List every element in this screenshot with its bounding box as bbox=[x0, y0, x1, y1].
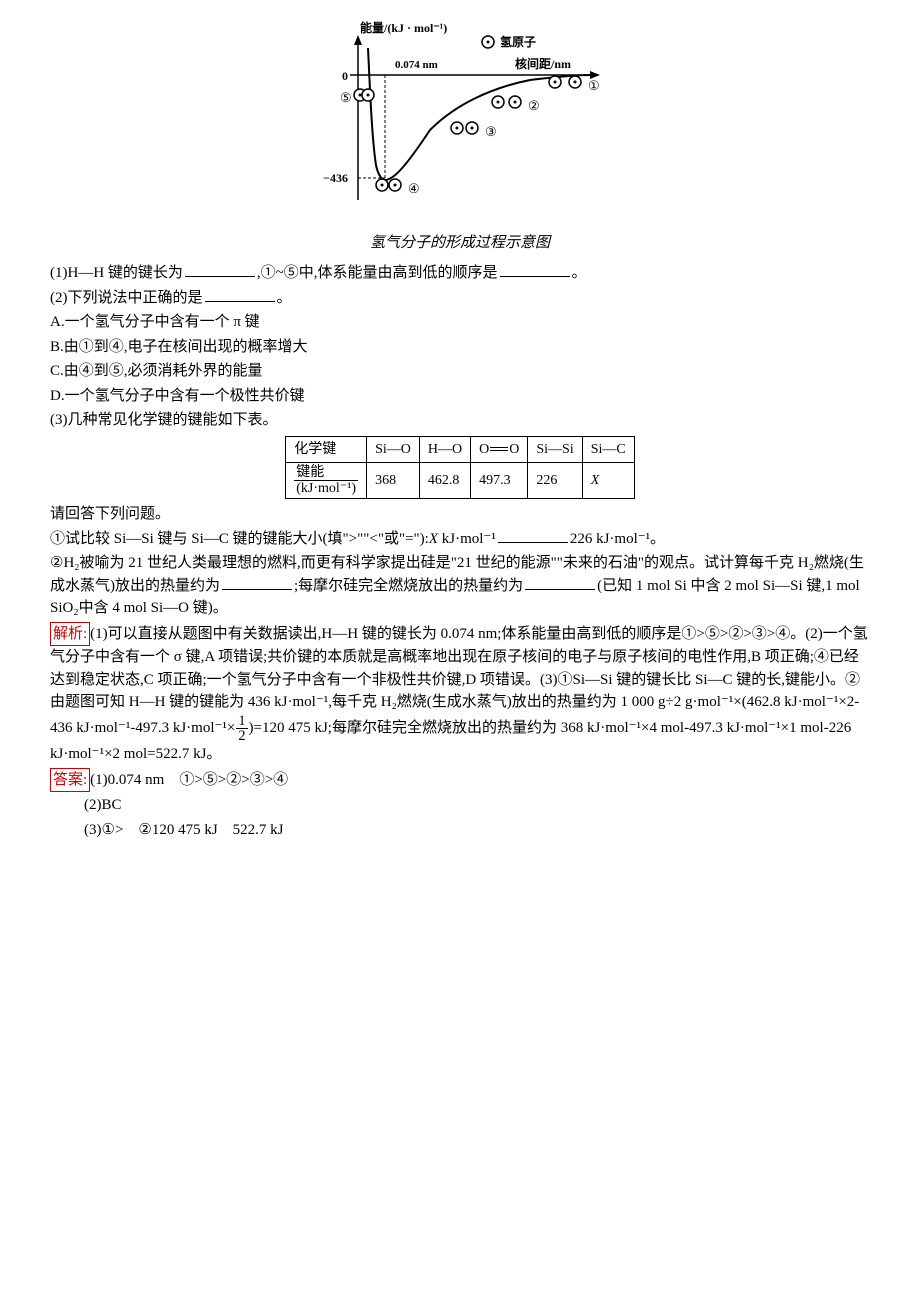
blank-1b[interactable] bbox=[500, 262, 570, 277]
answer-line3: (3)①> ②120 475 kJ 522.7 kJ bbox=[50, 819, 870, 842]
dist-label: 0.074 nm bbox=[395, 59, 438, 71]
table-row: 键能 (kJ·mol⁻¹) 368 462.8 497.3 226 X bbox=[286, 462, 634, 499]
q3-sub2: ②H₂被喻为 21 世纪人类最理想的燃料,而更有科学家提出硅是"21 世纪的能源… bbox=[50, 552, 870, 620]
state-1: ① bbox=[549, 76, 600, 93]
table-row: 化学键 Si—O H—O OO Si—Si Si—C bbox=[286, 436, 634, 462]
state-3: ③ bbox=[451, 122, 497, 139]
legend-label: 氢原子 bbox=[500, 34, 536, 49]
q2-line: (2)下列说法中正确的是 。 bbox=[50, 287, 870, 310]
q2-prefix: (2)下列说法中正确的是 bbox=[50, 290, 203, 306]
q1-end: 。 bbox=[572, 265, 587, 281]
svg-text:①: ① bbox=[588, 78, 600, 93]
svg-text:②: ② bbox=[528, 98, 540, 113]
state-2: ② bbox=[492, 96, 540, 113]
q2-opt-b: B.由①到④,电子在核间出现的概率增大 bbox=[50, 336, 870, 359]
diagram-svg: 能量/(kJ · mol⁻¹) 氢原子 0 −436 0.074 nm 核间距/… bbox=[310, 20, 610, 220]
q2-end: 。 bbox=[277, 290, 292, 306]
q2-opt-d: D.一个氢气分子中含有一个极性共价键 bbox=[50, 385, 870, 408]
th-col: H—O bbox=[419, 436, 470, 462]
td-val: 368 bbox=[367, 462, 420, 499]
blank-1a[interactable] bbox=[185, 262, 255, 277]
q2-opt-c: C.由④到⑤,必须消耗外界的能量 bbox=[50, 360, 870, 383]
state-5: ⑤ bbox=[340, 89, 374, 105]
bond-energy-table: 化学键 Si—O H—O OO Si—Si Si—C 键能 (kJ·mol⁻¹)… bbox=[285, 436, 634, 500]
diagram-caption: 氢气分子的形成过程示意图 bbox=[310, 232, 610, 255]
ytick-436: −436 bbox=[323, 171, 348, 185]
th-col: Si—C bbox=[582, 436, 634, 462]
blank-3-1[interactable] bbox=[498, 528, 568, 543]
answer-line1: 答案:(1)0.074 nm ①>⑤>②>③>④ bbox=[50, 768, 870, 793]
svg-text:③: ③ bbox=[485, 124, 497, 139]
td-val: 226 bbox=[528, 462, 582, 499]
y-axis-label: 能量/(kJ · mol⁻¹) bbox=[360, 20, 447, 35]
th-label: 化学键 bbox=[286, 436, 367, 462]
answer-line2: (2)BC bbox=[50, 794, 870, 817]
frac-1-2: 12 bbox=[236, 714, 247, 744]
q3-after: 请回答下列问题。 bbox=[50, 503, 870, 526]
analysis-block: 解析:(1)可以直接从题图中有关数据读出,H—H 键的键长为 0.074 nm;… bbox=[50, 622, 870, 766]
th-energy: 键能 (kJ·mol⁻¹) bbox=[286, 462, 367, 499]
answer-label: 答案: bbox=[50, 768, 90, 793]
th-col: OO bbox=[471, 436, 528, 462]
svg-text:④: ④ bbox=[408, 181, 420, 196]
energy-diagram: 能量/(kJ · mol⁻¹) 氢原子 0 −436 0.074 nm 核间距/… bbox=[310, 20, 610, 254]
q1-prefix: (1)H—H 键的键长为 bbox=[50, 265, 183, 281]
blank-3-2b[interactable] bbox=[525, 575, 595, 590]
state-4: ④ bbox=[376, 179, 420, 196]
q2-opt-a: A.一个氢气分子中含有一个 π 键 bbox=[50, 311, 870, 334]
blank-2[interactable] bbox=[205, 287, 275, 302]
td-val: X bbox=[582, 462, 634, 499]
th-col: Si—O bbox=[367, 436, 420, 462]
q3-intro: (3)几种常见化学键的键能如下表。 bbox=[50, 409, 870, 432]
x-axis-label: 核间距/nm bbox=[515, 56, 571, 71]
td-val: 462.8 bbox=[419, 462, 470, 499]
td-val: 497.3 bbox=[471, 462, 528, 499]
analysis-label: 解析: bbox=[50, 622, 90, 647]
ytick-0: 0 bbox=[342, 69, 348, 83]
svg-text:⑤: ⑤ bbox=[340, 90, 352, 105]
diagram-container: 能量/(kJ · mol⁻¹) 氢原子 0 −436 0.074 nm 核间距/… bbox=[50, 20, 870, 254]
q1-mid: ,①~⑤中,体系能量由高到低的顺序是 bbox=[257, 265, 498, 281]
q1-line: (1)H—H 键的键长为 ,①~⑤中,体系能量由高到低的顺序是 。 bbox=[50, 262, 870, 285]
blank-3-2a[interactable] bbox=[222, 575, 292, 590]
q3-sub1: ①试比较 Si—Si 键与 Si—C 键的键能大小(填">""<"或"="):X… bbox=[50, 528, 870, 551]
th-col: Si—Si bbox=[528, 436, 582, 462]
